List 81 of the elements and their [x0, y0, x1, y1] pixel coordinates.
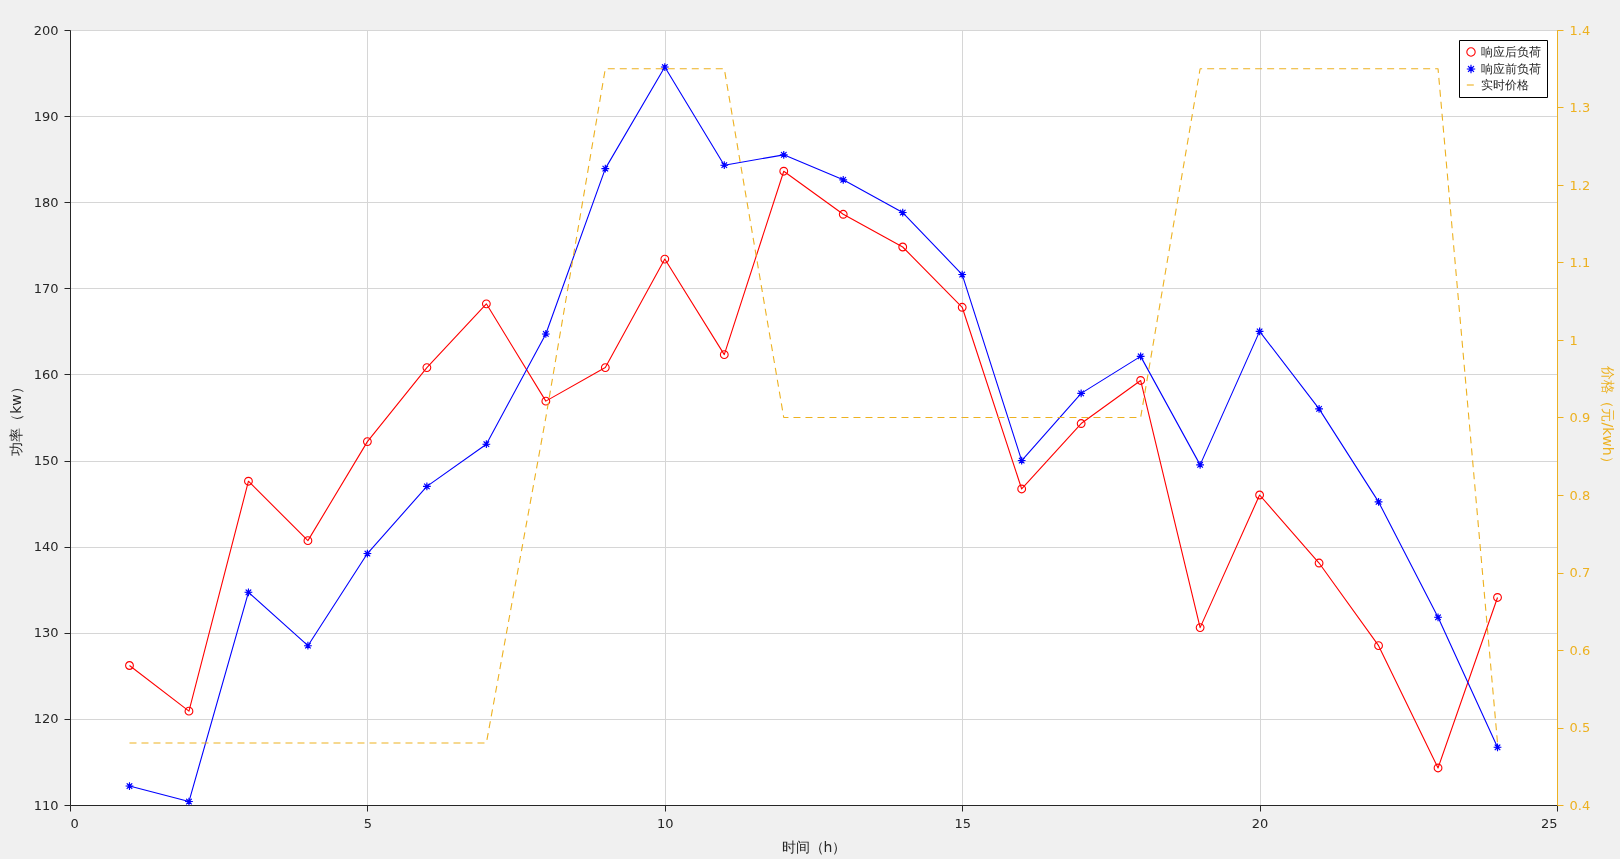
point [779, 150, 789, 160]
point [481, 439, 491, 449]
point [1076, 419, 1086, 428]
point [1017, 456, 1027, 465]
point [600, 164, 610, 174]
y2-tick-label: 0.5 [1569, 720, 1591, 735]
point [957, 270, 967, 279]
point [898, 208, 908, 217]
point [1255, 490, 1265, 500]
point [660, 62, 670, 72]
point [244, 476, 253, 486]
y2-tick-label: 0.4 [1569, 797, 1591, 813]
point [660, 254, 670, 264]
y-tick-label: 110 [33, 797, 59, 813]
point [362, 549, 372, 558]
point [600, 363, 610, 372]
point [1017, 484, 1027, 494]
y2-tick-label: 1.4 [1569, 22, 1591, 38]
point [184, 706, 194, 716]
point [1314, 404, 1324, 414]
x-tick-label: 5 [363, 815, 373, 831]
point [184, 797, 194, 806]
legend-label: 响应后负荷 [1481, 45, 1541, 59]
point [303, 641, 313, 651]
legend-label: 实时价格 [1481, 78, 1529, 92]
point [1195, 623, 1205, 633]
x-axis-title: 时间（h） [781, 838, 847, 855]
y2-tick-label: 1.1 [1569, 255, 1591, 270]
y-tick-label: 160 [33, 366, 59, 382]
y-tick-label: 170 [33, 280, 59, 296]
x-tick-label: 10 [657, 815, 674, 831]
point [1136, 351, 1146, 361]
y2-tick-label: 1.2 [1569, 177, 1591, 193]
y2-tick-label: 0.8 [1569, 487, 1591, 503]
y-tick-label: 150 [33, 453, 59, 469]
point [541, 329, 551, 339]
y-tick-label: 200 [33, 22, 59, 38]
point [1374, 641, 1383, 651]
point [1255, 326, 1265, 336]
y-tick-label: 190 [33, 108, 59, 124]
point [838, 175, 848, 185]
point [303, 536, 313, 546]
point [1314, 558, 1324, 568]
x-tick-label: 0 [70, 815, 79, 831]
point [1433, 763, 1443, 773]
x-tick-label: 15 [954, 815, 971, 831]
point [719, 350, 729, 360]
y2-tick-label: 1 [1569, 332, 1578, 348]
y2-axis-title: 价格（元/kwh） [1600, 365, 1617, 470]
point [541, 396, 551, 406]
y2-tick-label: 1.3 [1569, 100, 1591, 115]
x-tick-label: 25 [1540, 815, 1558, 831]
point [898, 242, 908, 252]
y-axis-title: 功率（kw） [7, 380, 24, 456]
x-tick-label: 20 [1251, 815, 1269, 831]
point [719, 160, 729, 170]
y2-tick-label: 0.6 [1569, 642, 1591, 658]
y2-tick-label: 0.9 [1569, 410, 1591, 425]
point [422, 363, 432, 372]
point [422, 481, 432, 491]
y-tick-label: 180 [33, 194, 59, 210]
point [1374, 497, 1383, 507]
point [125, 781, 134, 791]
y-tick-label: 120 [33, 711, 59, 727]
point [1195, 460, 1205, 470]
point [125, 661, 134, 670]
legend-label: 响应前负荷 [1481, 62, 1541, 76]
y-tick-label: 140 [33, 539, 59, 555]
point [481, 299, 491, 309]
point [1136, 376, 1146, 385]
y2-tick-label: 0.7 [1569, 565, 1591, 580]
point [1076, 388, 1086, 398]
point [779, 166, 789, 176]
point [362, 437, 372, 447]
point [244, 587, 253, 597]
point [1493, 593, 1502, 602]
y-tick-label: 130 [33, 625, 59, 641]
point [1493, 742, 1502, 752]
point [838, 209, 848, 219]
point [957, 302, 967, 312]
point [1433, 612, 1443, 622]
